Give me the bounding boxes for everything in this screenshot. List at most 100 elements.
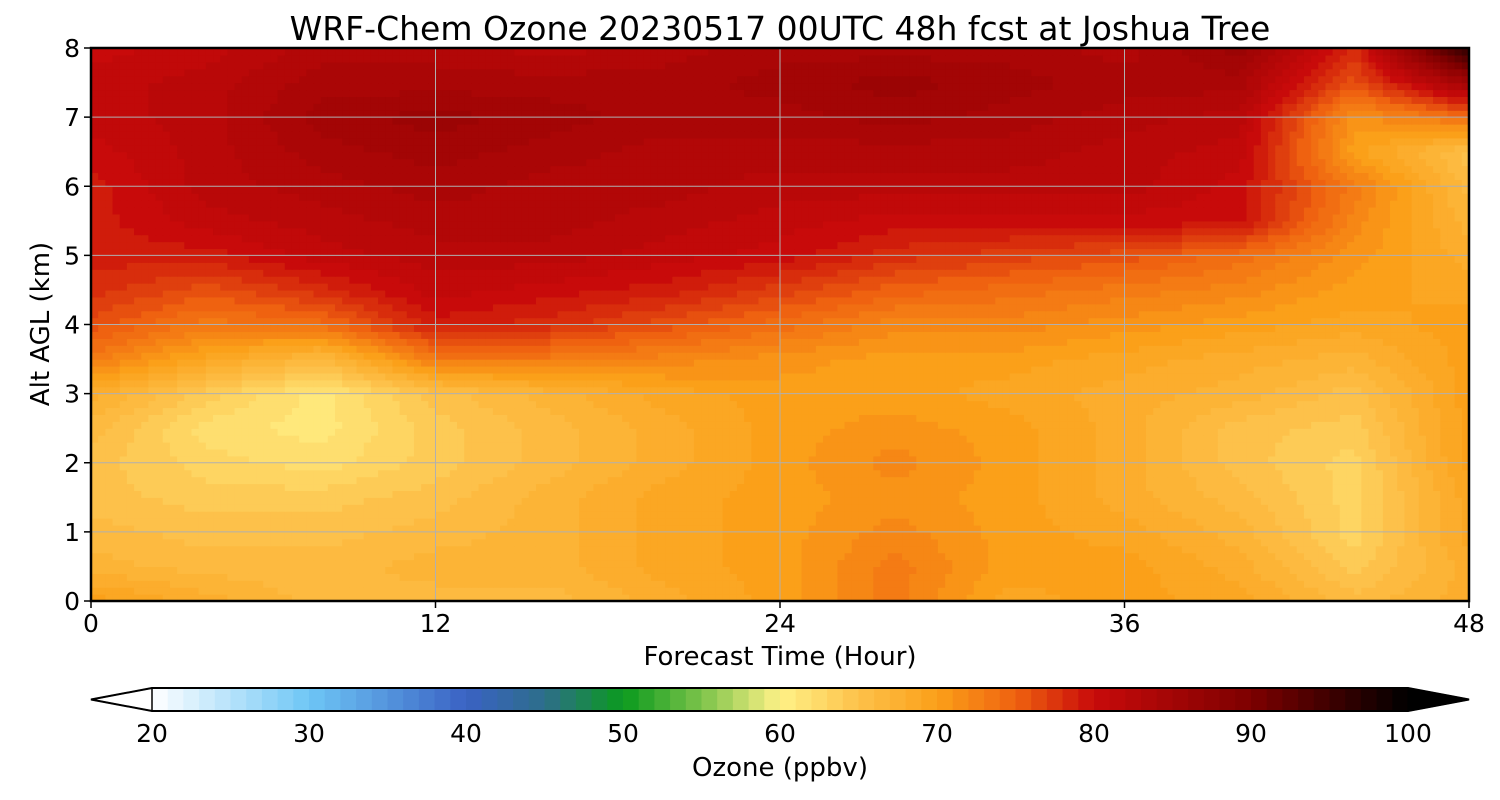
- heatmap-cell: [248, 428, 257, 436]
- heatmap-cell: [1117, 580, 1126, 588]
- heatmap-cell: [528, 511, 537, 519]
- heatmap-cell: [399, 497, 408, 505]
- heatmap-cell: [1181, 448, 1190, 457]
- heatmap-cell: [564, 476, 573, 485]
- heatmap-cell: [858, 469, 867, 478]
- heatmap-cell: [1411, 442, 1420, 450]
- heatmap-cell: [1045, 580, 1054, 588]
- heatmap-cell: [492, 462, 501, 471]
- heatmap-cell: [98, 421, 106, 429]
- heatmap-cell: [1067, 524, 1075, 533]
- heatmap-cell: [406, 421, 415, 429]
- heatmap-cell: [966, 545, 975, 554]
- heatmap-cell: [1059, 497, 1068, 505]
- heatmap-cell: [1095, 518, 1104, 526]
- heatmap-cell: [550, 531, 559, 540]
- heatmap-cell: [198, 552, 207, 561]
- heatmap-cell: [119, 580, 128, 588]
- heatmap-cell: [765, 421, 774, 429]
- heatmap-cell: [1052, 566, 1061, 574]
- heatmap-cell: [205, 587, 214, 595]
- heatmap-cell: [478, 518, 487, 526]
- heatmap-cell: [1174, 559, 1183, 568]
- heatmap-cell: [148, 538, 157, 547]
- heatmap-cell: [1031, 566, 1039, 574]
- heatmap-cell: [636, 455, 645, 464]
- heatmap-cell: [629, 442, 638, 450]
- heatmap-cell: [765, 469, 774, 478]
- heatmap-cell: [1095, 594, 1104, 601]
- heatmap-cell: [758, 428, 767, 436]
- heatmap-cell: [1009, 483, 1018, 491]
- heatmap-cell: [349, 476, 358, 485]
- heatmap-cell: [1031, 469, 1039, 478]
- heatmap-cell: [335, 442, 343, 450]
- heatmap-cell: [227, 566, 236, 574]
- heatmap-cell: [1260, 524, 1269, 533]
- heatmap-cell: [1361, 531, 1370, 540]
- heatmap-cell: [213, 497, 221, 505]
- heatmap-cell: [1246, 580, 1255, 588]
- heatmap-cell: [808, 469, 817, 478]
- heatmap-cell: [241, 573, 250, 581]
- heatmap-cell: [1440, 476, 1449, 485]
- heatmap-cell: [528, 497, 537, 505]
- heatmap-cell: [227, 469, 236, 478]
- heatmap-cell: [952, 483, 961, 491]
- heatmap-cell: [593, 580, 602, 588]
- heatmap-cell: [794, 483, 803, 491]
- heatmap-cell: [1289, 435, 1298, 443]
- heatmap-cell: [1002, 504, 1011, 512]
- heatmap-cell: [277, 462, 286, 471]
- heatmap-cell: [198, 490, 207, 498]
- heatmap-cell: [363, 580, 372, 588]
- heatmap-cell: [256, 504, 264, 512]
- heatmap-cell: [772, 421, 781, 429]
- heatmap-cell: [1045, 497, 1054, 505]
- heatmap-cell: [270, 504, 279, 512]
- heatmap-cell: [1160, 531, 1169, 540]
- heatmap-cell: [952, 476, 961, 485]
- heatmap-cell: [263, 435, 272, 443]
- heatmap-cell: [521, 524, 530, 533]
- heatmap-cell: [636, 442, 645, 450]
- heatmap-cell: [959, 511, 968, 519]
- heatmap-cell: [105, 483, 114, 491]
- heatmap-cell: [507, 504, 516, 512]
- heatmap-cell: [1253, 594, 1262, 601]
- heatmap-cell: [1246, 573, 1255, 581]
- heatmap-cell: [1411, 594, 1420, 601]
- heatmap-cell: [327, 483, 336, 491]
- heatmap-cell: [485, 511, 494, 519]
- heatmap-cell: [1404, 490, 1413, 498]
- heatmap-cell: [205, 538, 214, 547]
- heatmap-cell: [693, 580, 702, 588]
- heatmap-cell: [780, 518, 788, 526]
- heatmap-cell: [105, 504, 114, 512]
- heatmap-cell: [794, 428, 803, 436]
- heatmap-cell: [1016, 594, 1025, 601]
- heatmap-cell: [1189, 559, 1197, 568]
- heatmap-cell: [492, 511, 501, 519]
- heatmap-cell: [1210, 476, 1219, 485]
- heatmap-cell: [808, 421, 817, 429]
- heatmap-cell: [736, 580, 745, 588]
- heatmap-cell: [492, 531, 501, 540]
- heatmap-cell: [284, 469, 293, 478]
- heatmap-cell: [98, 476, 106, 485]
- heatmap-cell: [1275, 497, 1283, 505]
- heatmap-cell: [765, 538, 774, 547]
- heatmap-cell: [945, 524, 953, 533]
- heatmap-cell: [772, 504, 781, 512]
- heatmap-cell: [1174, 435, 1183, 443]
- heatmap-cell: [1232, 504, 1240, 512]
- heatmap-cell: [1045, 476, 1054, 485]
- heatmap-cell: [492, 559, 501, 568]
- heatmap-cell: [148, 524, 157, 533]
- heatmap-cell: [421, 587, 429, 595]
- heatmap-cell: [162, 518, 171, 526]
- heatmap-cell: [112, 580, 121, 588]
- heatmap-cell: [148, 552, 157, 561]
- heatmap-cell: [1232, 476, 1240, 485]
- heatmap-cell: [844, 580, 853, 588]
